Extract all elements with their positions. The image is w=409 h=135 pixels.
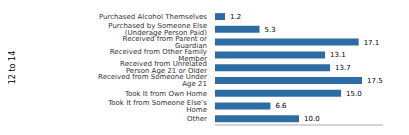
svg-text:13.7: 13.7 xyxy=(335,64,351,72)
svg-text:12 to 14: 12 to 14 xyxy=(8,51,17,84)
svg-text:5.3: 5.3 xyxy=(265,26,276,34)
svg-text:15.0: 15.0 xyxy=(346,90,362,98)
svg-text:Received from Someone UnderAge: Received from Someone UnderAge 21 xyxy=(98,73,207,88)
svg-text:Received from Other FamilyMemb: Received from Other FamilyMember xyxy=(110,48,207,63)
svg-text:Received from UnrelatedPerson: Received from UnrelatedPerson Age 21 or … xyxy=(120,60,207,75)
svg-text:Took It from Own Home: Took It from Own Home xyxy=(124,90,207,98)
svg-text:13.1: 13.1 xyxy=(330,51,346,59)
svg-text:Took It from Someone Else’sHom: Took It from Someone Else’sHome xyxy=(107,99,207,114)
svg-text:10.0: 10.0 xyxy=(304,115,320,123)
svg-text:Received from Parent orGuardia: Received from Parent orGuardian xyxy=(123,35,208,50)
svg-text:1.2: 1.2 xyxy=(230,13,241,21)
svg-text:17.1: 17.1 xyxy=(364,39,380,47)
svg-text:17.5: 17.5 xyxy=(367,77,383,85)
svg-text:Purchased by Someone Else(Unde: Purchased by Someone Else(Underage Perso… xyxy=(108,22,207,37)
svg-text:Other: Other xyxy=(187,115,207,123)
svg-text:6.6: 6.6 xyxy=(275,102,287,110)
svg-text:Purchased Alcohol Themselves: Purchased Alcohol Themselves xyxy=(99,13,207,21)
